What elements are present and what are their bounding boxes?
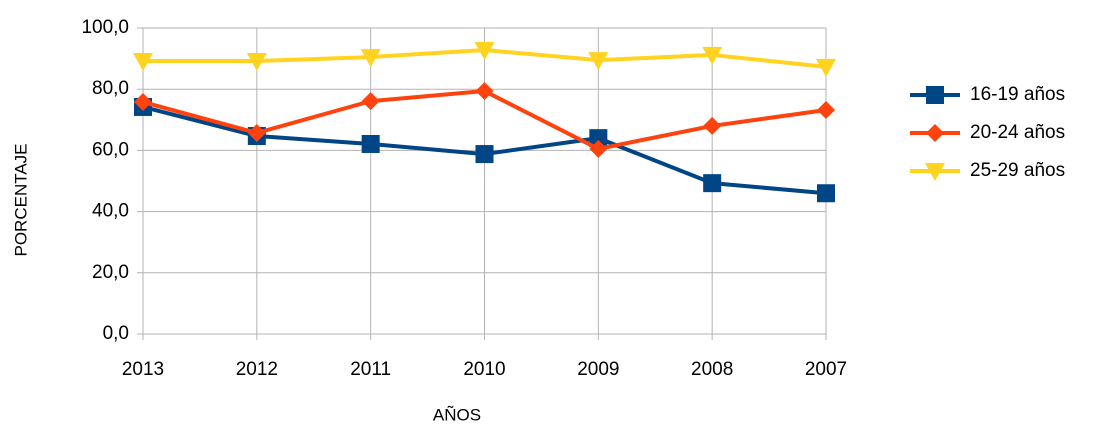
legend-marker: [925, 163, 945, 181]
x-tick-label: 2009: [577, 359, 619, 380]
y-tick-label: 40,0: [92, 201, 129, 222]
marker: [247, 123, 266, 142]
marker: [246, 53, 267, 72]
marker: [589, 129, 608, 148]
x-tick-label: 2010: [463, 359, 505, 380]
x-tick-label: 2007: [805, 359, 847, 380]
legend-label: 25-29 años: [970, 160, 1065, 181]
legend-label: 16-19 años: [970, 84, 1065, 105]
marker: [134, 93, 152, 112]
marker: [589, 139, 608, 158]
legend-label: 20-24 años: [970, 122, 1065, 143]
y-tick-label: 100,0: [81, 17, 129, 38]
marker: [360, 49, 381, 68]
y-tick-label: 0,0: [103, 323, 129, 344]
marker: [817, 101, 835, 120]
marker: [703, 116, 722, 135]
marker: [702, 46, 723, 65]
x-tick-label: 2011: [350, 359, 391, 380]
y-tick-label: 60,0: [92, 139, 129, 160]
x-tick-label: 2012: [236, 359, 278, 380]
marker: [361, 92, 380, 111]
x-tick-label: 2008: [691, 359, 733, 380]
marker: [361, 134, 380, 153]
marker: [475, 145, 494, 164]
y-tick-label: 20,0: [92, 262, 129, 283]
marker: [817, 184, 835, 203]
marker: [703, 174, 722, 193]
marker: [475, 82, 494, 101]
marker: [133, 53, 153, 72]
x-tick-label: 2013: [122, 359, 164, 380]
marker: [588, 52, 609, 71]
marker: [474, 42, 495, 61]
legend-marker: [926, 124, 944, 142]
x-axis-label: AÑOS: [433, 405, 481, 424]
marker: [816, 58, 836, 77]
legend-marker: [926, 86, 944, 104]
y-axis-label: PORCENTAJE: [11, 143, 30, 256]
y-tick-label: 80,0: [92, 78, 129, 99]
